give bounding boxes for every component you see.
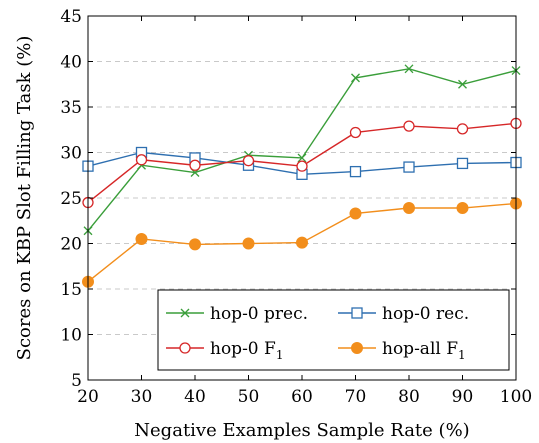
y-tick-label: 20 xyxy=(60,235,82,255)
series-hop0prec xyxy=(83,64,521,236)
data-point-hopallf1 xyxy=(456,202,469,215)
legend-item-hop0f1: hop-0 F1 xyxy=(166,339,283,362)
x-tick-label: 90 xyxy=(452,387,474,407)
y-tick-label: 30 xyxy=(60,144,82,164)
series-line-hop0prec xyxy=(87,68,517,232)
series-hopallf1 xyxy=(82,197,522,288)
data-point-hopallf1 xyxy=(242,237,255,250)
x-axis-title: Negative Examples Sample Rate (%) xyxy=(134,420,469,441)
x-tick-label: 60 xyxy=(291,387,313,407)
legend-label-text: hop-all F xyxy=(382,339,458,359)
data-point-hopallf1 xyxy=(349,207,362,220)
y-tick-label: 15 xyxy=(60,280,82,300)
x-tick-label: 30 xyxy=(131,387,153,407)
data-point-hopallf1 xyxy=(403,202,415,215)
data-point-hop0f1 xyxy=(456,123,469,135)
data-point-hop0f1 xyxy=(296,160,308,172)
y-tick-label: 40 xyxy=(60,53,82,73)
data-point-hopallf1 xyxy=(189,238,201,251)
legend-label-text: hop-0 prec. xyxy=(210,304,308,324)
legend-label-text: hop-0 rec. xyxy=(382,304,469,324)
y-tick-label: 5 xyxy=(71,371,82,391)
legend-label-subscript: 1 xyxy=(458,348,466,362)
x-tick-label: 100 xyxy=(500,387,532,407)
data-point-hop0f1 xyxy=(135,154,148,166)
legend-label-text: hop-0 F xyxy=(210,339,276,359)
data-point-hop0rec xyxy=(349,165,362,178)
legend-marker xyxy=(351,342,363,354)
data-point-hopallf1 xyxy=(296,236,308,249)
legend-marker xyxy=(179,342,191,354)
marker-stroke xyxy=(458,79,467,89)
data-point-hop0prec xyxy=(404,64,414,74)
data-point-hop0rec xyxy=(456,157,469,170)
series-layer xyxy=(82,64,522,288)
y-tick-label: 45 xyxy=(60,7,82,27)
legend-marker xyxy=(351,307,363,319)
legend-label: hop-0 F1 xyxy=(210,339,283,362)
legend-item-hop0prec: hop-0 prec. xyxy=(166,304,308,324)
x-tick-label: 70 xyxy=(345,387,367,407)
y-axis-title: Scores on KBP Slot Filling Task (%) xyxy=(14,36,35,361)
x-tick-label: 40 xyxy=(184,387,206,407)
data-point-hop0prec xyxy=(351,73,360,83)
data-point-hop0f1 xyxy=(403,120,415,132)
y-tick-label: 25 xyxy=(60,189,82,209)
marker-stroke xyxy=(404,64,414,74)
y-tick-label: 35 xyxy=(60,98,82,118)
legend-box xyxy=(157,289,510,371)
y-tick-label: 10 xyxy=(60,326,82,346)
data-point-hop0f1 xyxy=(189,159,201,171)
x-tick-label: 50 xyxy=(238,387,260,407)
x-tick-label: 20 xyxy=(77,387,99,407)
data-point-hop0rec xyxy=(403,161,415,173)
legend-label-subscript: 1 xyxy=(276,348,284,362)
legend-marker xyxy=(180,308,190,318)
data-point-hop0f1 xyxy=(242,155,255,167)
data-point-hop0prec xyxy=(458,79,467,89)
x-tick-label: 80 xyxy=(398,387,420,407)
legend: hop-0 prec. hop-0 rec.hop-0 F1 hop-all F1 xyxy=(157,289,510,371)
axis-ticks: 5 10 15 20 25 30 35 40 45 20 30 40 50 60 70 80 90 100 xyxy=(60,7,532,407)
legend-label: hop-all F1 xyxy=(382,339,466,362)
legend-label: hop-0 prec. xyxy=(210,304,308,324)
data-point-hopallf1 xyxy=(135,232,148,245)
marker-stroke xyxy=(297,153,307,163)
legend-label: hop-0 rec. xyxy=(382,304,469,324)
marker-stroke xyxy=(351,73,360,83)
data-point-hop0f1 xyxy=(349,126,362,139)
series-hop0f1 xyxy=(82,117,522,209)
legend-item-hopallf1: hop-all F1 xyxy=(338,339,466,362)
legend-item-hop0rec: hop-0 rec. xyxy=(338,304,469,324)
data-point-hop0prec xyxy=(297,153,307,163)
marker-stroke xyxy=(180,308,190,318)
